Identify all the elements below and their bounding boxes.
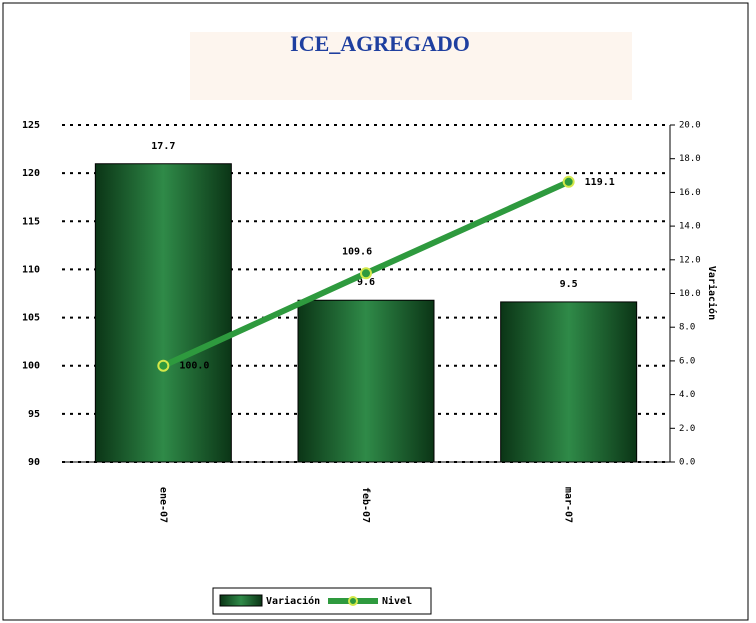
line-value-label: 119.1 bbox=[585, 177, 615, 188]
bar bbox=[94, 163, 232, 463]
y2-axis-label: Variación bbox=[706, 266, 718, 320]
y2-tick-label: 8.0 bbox=[679, 323, 695, 333]
y2-tick-label: 4.0 bbox=[679, 390, 695, 400]
y-tick-label: 95 bbox=[28, 409, 40, 420]
y-tick-label: 100 bbox=[22, 361, 40, 372]
bar bbox=[500, 301, 638, 463]
y-tick-label: 90 bbox=[28, 457, 40, 468]
legend-swatch bbox=[219, 594, 263, 607]
title-box bbox=[190, 32, 632, 100]
line-marker bbox=[562, 175, 575, 188]
bar-value-label: 9.6 bbox=[357, 277, 375, 288]
bar-value-label: 9.5 bbox=[560, 279, 578, 290]
y2-tick-label: 6.0 bbox=[679, 356, 695, 366]
y2-tick-label: 12.0 bbox=[679, 255, 701, 265]
y-tick-label: 115 bbox=[22, 216, 40, 227]
y2-tick-label: 16.0 bbox=[679, 188, 701, 198]
y2-tick-label: 20.0 bbox=[679, 121, 701, 131]
y-tick-label: 110 bbox=[22, 264, 40, 275]
y2-tick-label: 2.0 bbox=[679, 424, 695, 434]
line-marker bbox=[157, 359, 170, 372]
line-value-label: 109.6 bbox=[342, 246, 372, 257]
line-value-label: 100.0 bbox=[179, 361, 209, 372]
y2-tick-label: 10.0 bbox=[679, 289, 701, 299]
y2-tick-label: 0.0 bbox=[679, 458, 695, 468]
legend-label: Nivel bbox=[382, 595, 412, 607]
bar bbox=[297, 299, 435, 463]
line-marker bbox=[360, 267, 372, 280]
y-tick-label: 105 bbox=[22, 313, 40, 324]
x-tick-label: feb-07 bbox=[360, 487, 371, 523]
y-tick-label: 125 bbox=[22, 120, 40, 131]
legend-label: Variación bbox=[266, 595, 320, 607]
legend-marker bbox=[348, 596, 358, 606]
chart-title: ICE_AGREGADO bbox=[290, 31, 470, 56]
y2-tick-label: 14.0 bbox=[679, 222, 701, 232]
x-tick-label: mar-07 bbox=[563, 487, 574, 523]
bar-value-label: 17.7 bbox=[151, 141, 175, 152]
y2-tick-label: 18.0 bbox=[679, 154, 701, 164]
y-tick-label: 120 bbox=[22, 168, 40, 179]
x-tick-label: ene-07 bbox=[157, 487, 168, 523]
